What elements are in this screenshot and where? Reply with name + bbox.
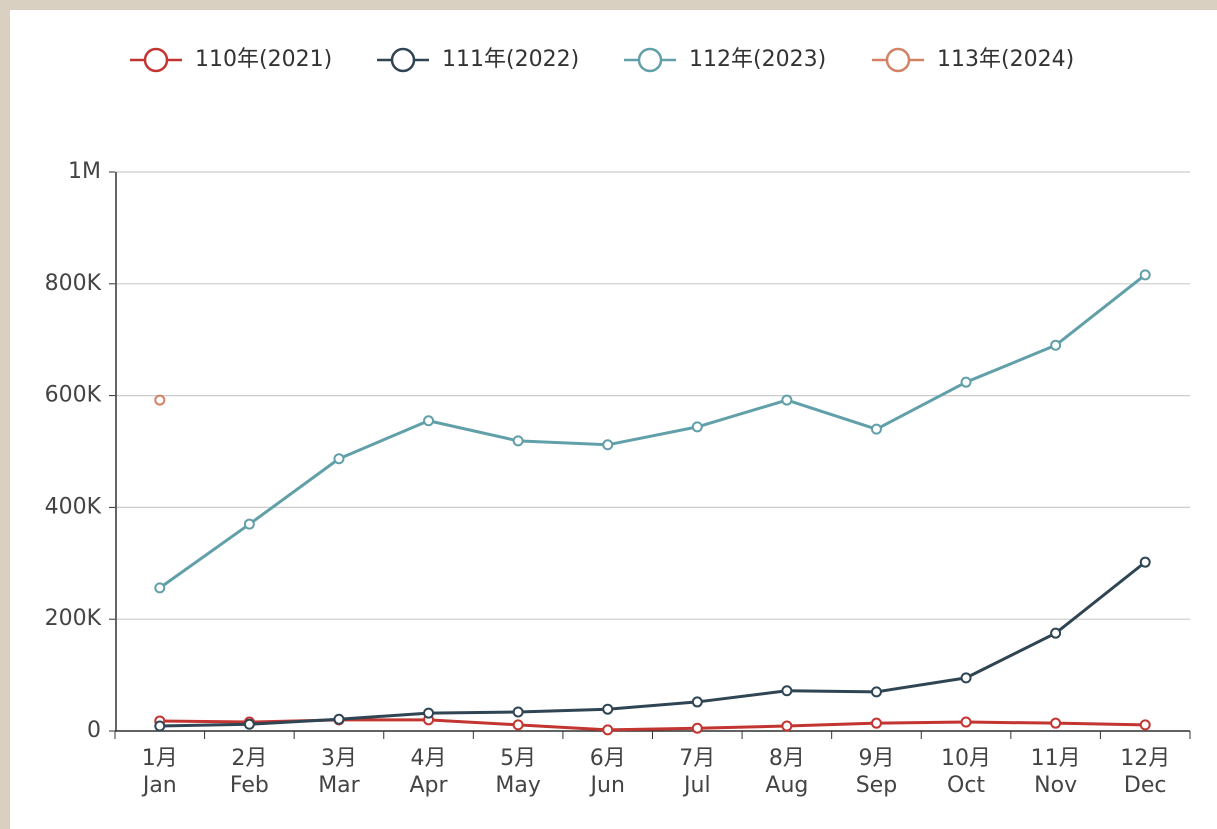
legend-label: 110年(2021): [195, 47, 332, 72]
data-point: [512, 435, 524, 447]
x-tick-line: Mar: [318, 773, 360, 798]
data-point: [1139, 269, 1151, 281]
data-point: [691, 421, 703, 433]
data-point: [1050, 627, 1062, 639]
data-point: [870, 423, 882, 435]
x-tick-label: 7月 Jul: [679, 746, 715, 798]
data-point: [870, 717, 882, 729]
x-tick-line: Feb: [230, 773, 269, 798]
x-tick-line: Jan: [141, 773, 177, 798]
x-tick-label: 2月 Feb: [230, 746, 269, 798]
data-point: [781, 720, 793, 732]
data-point: [512, 719, 524, 731]
legend-label: 111年(2022): [442, 47, 579, 72]
x-tick-line: Sep: [856, 773, 897, 798]
data-point: [781, 394, 793, 406]
y-tick-label: 0: [87, 718, 101, 743]
data-point: [960, 376, 972, 388]
x-tick-label: 9月 Sep: [856, 746, 897, 798]
data-point: [1050, 717, 1062, 729]
legend-marker: [885, 47, 911, 73]
x-tick-label: 3月 Mar: [318, 746, 360, 798]
data-point: [960, 672, 972, 684]
x-tick-label: 4月 Apr: [410, 746, 449, 798]
x-tick-line: 5月: [500, 746, 536, 771]
data-point: [243, 718, 255, 730]
data-point: [243, 518, 255, 530]
data-point: [154, 720, 166, 732]
x-tick-line: Nov: [1034, 773, 1077, 798]
x-tick-line: 2月: [231, 746, 267, 771]
y-tick-label: 800K: [45, 271, 102, 296]
x-tick-label: 12月 Dec: [1120, 746, 1170, 798]
data-point: [423, 415, 435, 427]
x-tick-line: 1月: [142, 746, 178, 771]
x-tick-label: 6月 Jun: [589, 746, 626, 798]
data-point: [691, 696, 703, 708]
data-point: [960, 716, 972, 728]
data-point: [1139, 556, 1151, 568]
x-tick-line: Jun: [589, 773, 625, 798]
data-point: [154, 582, 166, 594]
data-point: [333, 713, 345, 725]
legend-label: 112年(2023): [689, 47, 826, 72]
x-tick-line: Apr: [410, 773, 449, 798]
x-tick-line: Aug: [765, 773, 808, 798]
x-tick-line: Dec: [1124, 773, 1167, 798]
x-tick-line: 11月: [1031, 746, 1081, 771]
x-tick-label: 10月 Oct: [941, 746, 991, 798]
x-tick-label: 5月 May: [495, 746, 540, 798]
x-tick-line: 10月: [941, 746, 991, 771]
y-tick-label: 400K: [45, 494, 102, 519]
x-tick-line: 3月: [321, 746, 357, 771]
x-tick-label: 11月 Nov: [1031, 746, 1081, 798]
data-point: [602, 439, 614, 451]
x-tick-line: 4月: [411, 746, 447, 771]
y-tick-label: 1M: [68, 159, 101, 184]
legend-label: 113年(2024): [937, 47, 1074, 72]
data-point: [154, 394, 166, 406]
legend-marker: [390, 47, 416, 73]
y-tick-label: 600K: [45, 383, 102, 408]
x-tick-line: 9月: [858, 746, 894, 771]
data-point: [691, 722, 703, 734]
data-point: [602, 724, 614, 736]
data-point: [1050, 339, 1062, 351]
legend-marker: [637, 47, 663, 73]
data-point: [870, 686, 882, 698]
x-tick-line: 12月: [1120, 746, 1170, 771]
x-tick-label: 8月 Aug: [765, 746, 808, 798]
y-tick-label: 200K: [45, 606, 102, 631]
data-point: [781, 685, 793, 697]
data-point: [1139, 719, 1151, 731]
legend-marker: [143, 47, 169, 73]
x-tick-label: 1月 Jan: [141, 746, 178, 798]
data-point: [602, 703, 614, 715]
panel: [10, 10, 1217, 829]
data-point: [512, 706, 524, 718]
data-point: [423, 707, 435, 719]
series-line: [159, 561, 1147, 728]
x-tick-line: 6月: [590, 746, 626, 771]
x-tick-line: Jul: [682, 773, 711, 798]
x-tick-line: 8月: [769, 746, 805, 771]
data-point: [333, 453, 345, 465]
x-tick-line: 7月: [679, 746, 715, 771]
x-tick-line: Oct: [947, 773, 985, 798]
series-line: [158, 273, 1147, 590]
x-tick-line: May: [495, 773, 540, 798]
